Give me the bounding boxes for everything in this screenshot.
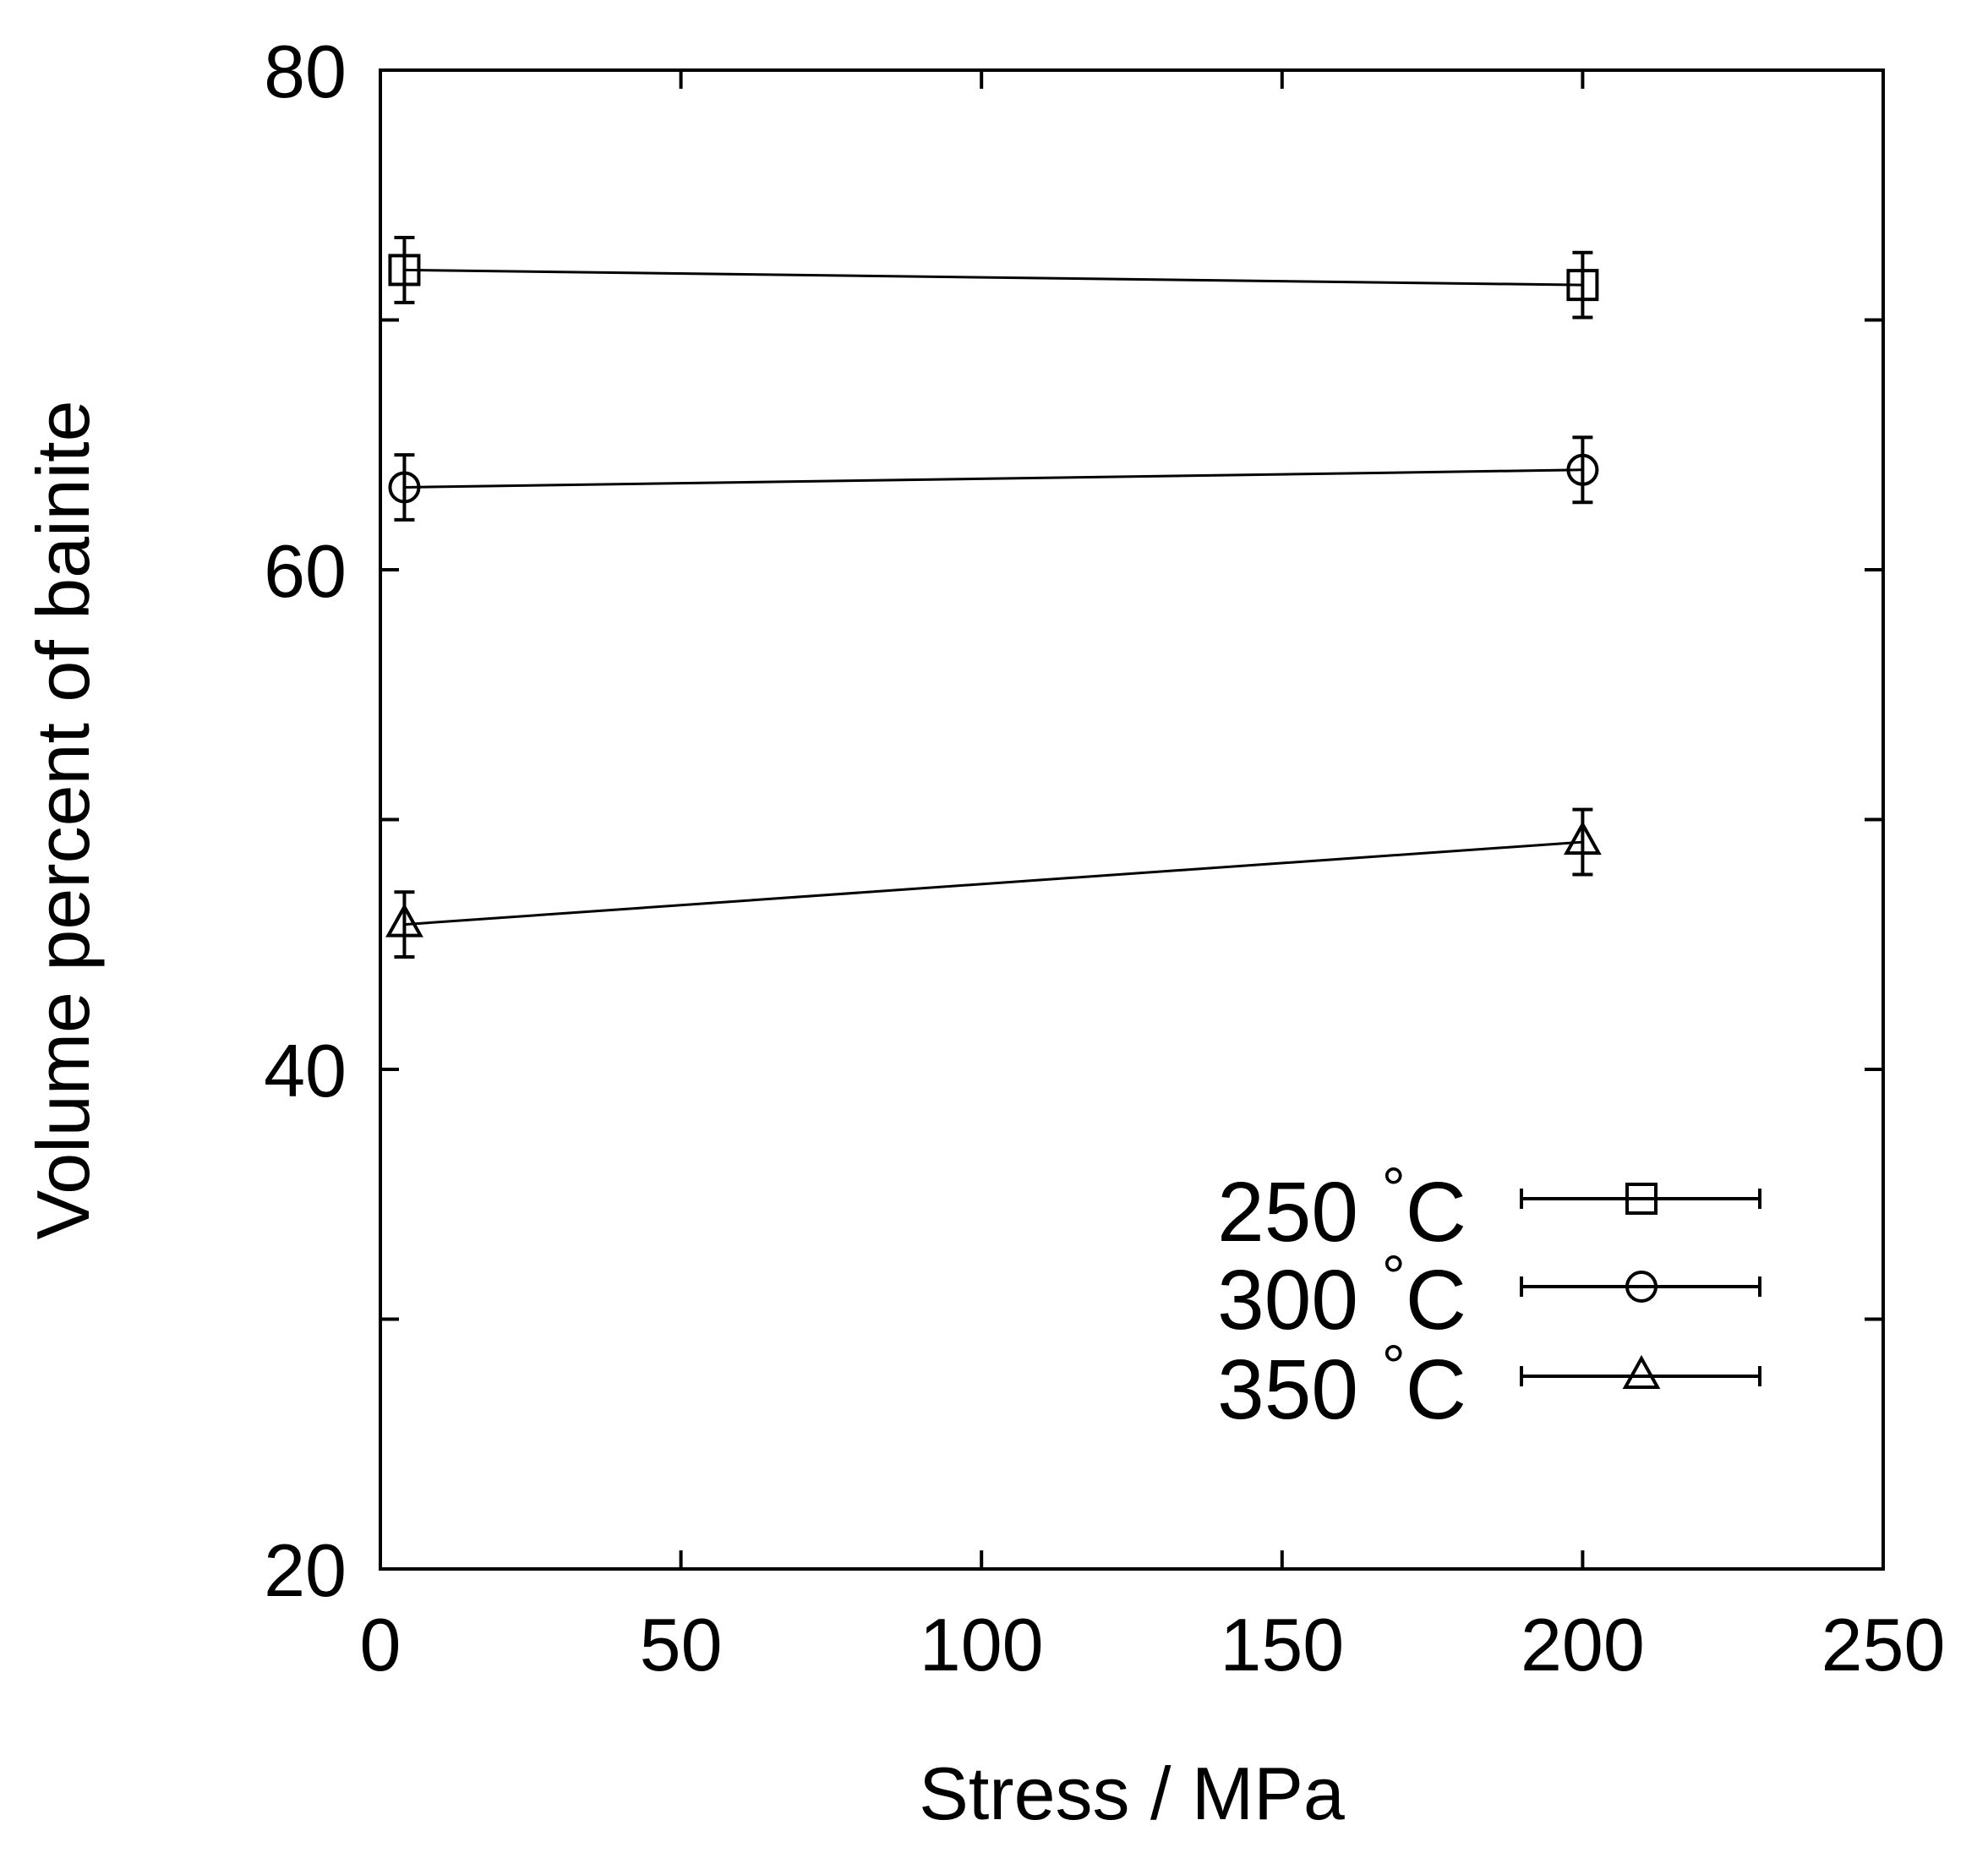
x-tick-label: 100 [920,1603,1044,1686]
data-point-triangle [1563,820,1602,855]
tick-labels: 0 50 100 150 200 250 20 40 60 80 [264,30,1945,1686]
x-tick-label: 250 [1821,1603,1946,1686]
x-tick-label: 150 [1220,1603,1344,1686]
series-line [404,268,1583,287]
x-tick-label: 0 [360,1603,401,1686]
data-point-triangle [385,903,423,937]
y-axis-label: Volume percent of bainite [21,400,105,1239]
legend-label: 250 °C [1217,1156,1466,1260]
legend-marker-square [1625,1183,1658,1215]
legend-marker-triangle [1622,1354,1661,1389]
series-square [388,235,1599,320]
data-point-square [1566,269,1599,302]
data-point-circle [388,471,421,504]
y-tick-label: 20 [264,1528,347,1612]
series-triangle [385,807,1602,959]
data-point-square [388,254,421,287]
plot-frame [379,68,1885,1571]
y-tick-label: 80 [264,30,347,113]
data-point-circle [1566,453,1599,486]
x-tick-label: 200 [1521,1603,1645,1686]
legend-label: 350 °C [1217,1333,1466,1437]
x-axis-label: Stress / MPa [919,1752,1345,1835]
y-tick-label: 60 [264,529,347,613]
legend-marker-circle [1625,1271,1658,1303]
series-line [404,468,1583,489]
y-tick-label: 40 [264,1029,347,1112]
x-tick-label: 50 [640,1603,723,1686]
legend-label: 300 °C [1217,1244,1466,1347]
series-group [385,235,1602,959]
series-circle [388,435,1599,522]
series-line [404,840,1583,926]
axis-ticks [379,68,1885,1571]
